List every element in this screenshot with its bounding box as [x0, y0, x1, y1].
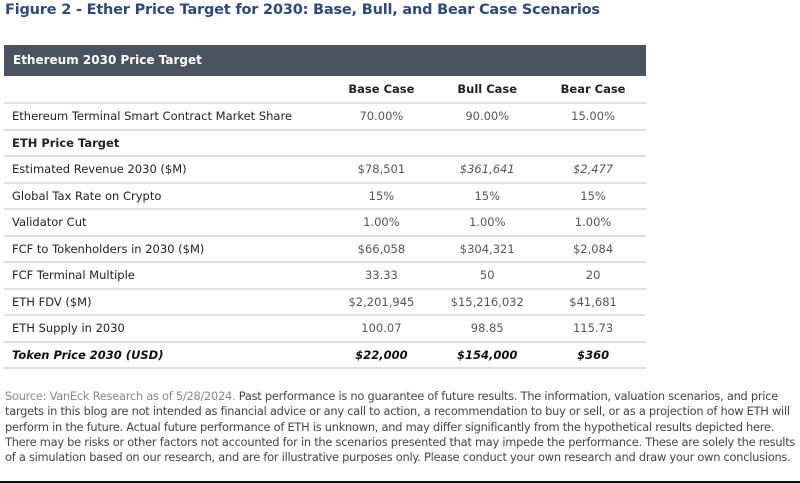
source-text: Source: VanEck Research as of 5/28/2024.	[5, 389, 236, 403]
bottom-divider	[0, 481, 800, 483]
table-cell: 115.73	[572, 321, 614, 336]
table-cell: $66,058	[357, 241, 406, 256]
table-cell: 70.00%	[359, 109, 404, 124]
table-cell: $304,321	[459, 241, 515, 256]
table-cell: $15,216,032	[450, 294, 524, 309]
table-cell: 1.00%	[363, 215, 400, 230]
column-bear-case: Bear Case	[560, 82, 626, 96]
footnote: Source: VanEck Research as of 5/28/2024.…	[5, 389, 797, 465]
table-cell: 15%	[474, 188, 501, 203]
row-label: FCF to Tokenholders in 2030 ($M)	[12, 241, 205, 256]
table-cell: 90.00%	[465, 109, 510, 124]
table-cell: 1.00%	[468, 215, 506, 230]
table-cell: $22,000	[355, 347, 408, 362]
table-row: FCF to Tokenholders in 2030 ($M) $66,058 $…	[4, 237, 646, 263]
table-row: ETH FDV ($M) $2,201,945 $15,216,032 $41,681	[4, 290, 646, 316]
table-row: Token Price 2030 (USD) $22,000 $154,000 $36…	[4, 343, 646, 369]
row-label: ETH Price Target	[12, 135, 120, 150]
table-cell: $78,501	[357, 162, 406, 177]
row-label: FCF Terminal Multiple	[12, 268, 135, 283]
disclaimer-text: Past performance is no guarantee of futu…	[5, 389, 796, 465]
table-cell: 98.85	[470, 321, 504, 336]
table-row: Global Tax Rate on Crypto 15% 15% 15%	[4, 184, 646, 210]
table-cell: $360	[577, 347, 610, 362]
table-row: Estimated Revenue 2030 ($M) $78,501 $361,6…	[4, 157, 646, 184]
row-label: Ethereum Terminal Smart Contract Market …	[12, 109, 293, 124]
table-cell: 50	[479, 268, 495, 283]
row-label: Estimated Revenue 2030 ($M)	[12, 162, 187, 177]
column-header-row: Base Case Bull Case Bear Case	[4, 76, 646, 104]
table-cell: 33.33	[364, 268, 398, 283]
table-cell: $2,201,945	[348, 294, 415, 309]
table-cell: $41,681	[569, 294, 617, 309]
row-label: ETH FDV ($M)	[12, 294, 92, 309]
table-row: ETH Price Target	[4, 131, 646, 157]
table-cell: 15%	[580, 188, 606, 203]
column-bull-case: Bull Case	[457, 82, 518, 96]
table-cell: 20	[585, 268, 601, 283]
table-header-bar: Ethereum 2030 Price Target	[4, 45, 646, 76]
table-cell: 15.00%	[571, 109, 615, 124]
row-label: ETH Supply in 2030	[12, 321, 125, 336]
row-label: Validator Cut	[12, 215, 87, 230]
table-cell: 100.07	[361, 321, 402, 336]
table-row: ETH Supply in 2030 100.07 98.85 115.73	[4, 316, 646, 343]
column-base-case: Base Case	[348, 82, 415, 96]
row-label: Token Price 2030 (USD)	[12, 347, 164, 362]
table-cell: $2,084	[572, 241, 614, 256]
table-cell: 15%	[368, 188, 395, 203]
table-cell: $154,000	[457, 347, 518, 362]
table-cell: $2,477	[572, 162, 614, 177]
price-target-table: Ethereum 2030 Price Target Base Case Bul…	[4, 45, 646, 369]
table-row: Ethereum Terminal Smart Contract Market …	[4, 104, 646, 131]
table-row: Validator Cut 1.00% 1.00% 1.00%	[4, 210, 646, 237]
row-label: Global Tax Rate on Crypto	[12, 188, 162, 203]
table-row: FCF Terminal Multiple 33.33 50 20	[4, 263, 646, 290]
table-cell: $361,641	[459, 162, 515, 177]
table-cell: 1.00%	[574, 215, 612, 230]
figure-title: Figure 2 - Ether Price Target for 2030: …	[5, 2, 600, 18]
